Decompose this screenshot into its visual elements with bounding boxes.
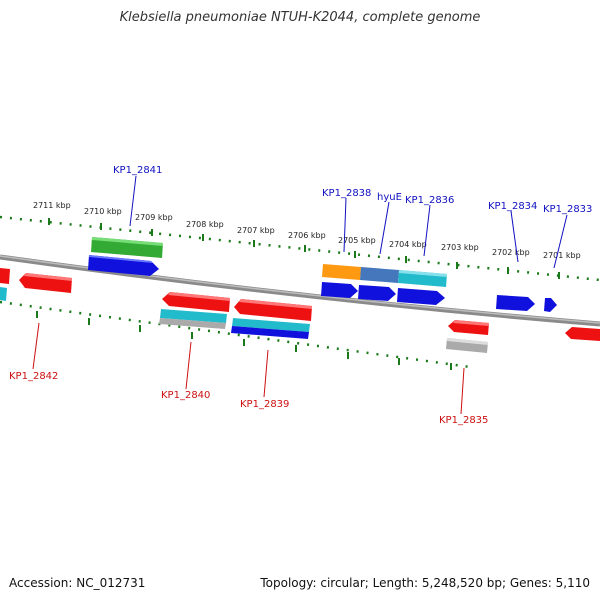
gene-feature[interactable] — [232, 318, 310, 332]
ruler-label: 2703 kbp — [441, 243, 479, 252]
gene-label-kp1-2838[interactable]: KP1_2838 — [322, 188, 371, 199]
gene-feature[interactable] — [159, 318, 226, 329]
gene-feature[interactable] — [160, 309, 227, 323]
gene-feature[interactable] — [321, 282, 358, 298]
ruler-label: 2706 kbp — [288, 231, 326, 240]
gene-feature[interactable] — [88, 255, 159, 276]
gene-label-kp1-2833[interactable]: KP1_2833 — [543, 204, 592, 215]
accession-text: Accession: NC_012731 — [9, 576, 146, 590]
gene-label-kp1-2839[interactable]: KP1_2839 — [240, 399, 289, 410]
gene-label-kp1-2842[interactable]: KP1_2842 — [9, 371, 58, 382]
gene-feature[interactable] — [0, 268, 10, 284]
gene-feature[interactable] — [162, 292, 230, 312]
gene-feature[interactable] — [397, 288, 445, 305]
top-leader-lines — [129, 175, 568, 269]
gene-label-kp1-2836[interactable]: KP1_2836 — [405, 195, 454, 206]
ruler-label: 2710 kbp — [84, 207, 122, 216]
gene-feature[interactable] — [358, 285, 396, 301]
topology-text: Topology: circular; Length: 5,248,520 bp… — [260, 576, 590, 590]
gene-label-kp1-2834[interactable]: KP1_2834 — [488, 201, 537, 212]
ruler-bottom-ticks — [36, 311, 452, 370]
gene-feature[interactable] — [544, 298, 557, 312]
bottom-leader-lines — [32, 322, 465, 415]
gene-feature[interactable] — [398, 270, 447, 287]
genome-title: Klebsiella pneumoniae NTUH-K2044, comple… — [119, 10, 481, 25]
gene-feature[interactable] — [0, 287, 7, 301]
gene-feature[interactable] — [565, 327, 600, 341]
ruler-bottom — [0, 300, 471, 369]
gene-label-kp1-2840[interactable]: KP1_2840 — [161, 390, 210, 401]
ruler-label: 2708 kbp — [186, 220, 224, 229]
gene-feature[interactable] — [496, 295, 535, 311]
gene-feature[interactable] — [360, 267, 399, 283]
gene-label-hyue[interactable]: hyuE — [377, 192, 402, 203]
ruler-label: 2704 kbp — [389, 240, 427, 249]
gene-feature[interactable] — [91, 237, 163, 258]
ruler-label: 2711 kbp — [33, 201, 71, 210]
ruler-label: 2701 kbp — [543, 251, 581, 260]
ruler-label: 2705 kbp — [338, 236, 376, 245]
ruler-label: 2707 kbp — [237, 226, 275, 235]
ruler-label: 2709 kbp — [135, 213, 173, 222]
gene-feature[interactable] — [322, 264, 361, 280]
ruler-label: 2702 kbp — [492, 248, 530, 257]
gene-feature[interactable] — [231, 326, 309, 339]
gene-feature[interactable] — [448, 320, 489, 335]
ruler-top-ticks — [48, 218, 560, 279]
gene-feature[interactable] — [234, 299, 312, 321]
gene-label-kp1-2841[interactable]: KP1_2841 — [113, 165, 162, 176]
genome-backbone — [0, 254, 600, 327]
gene-label-kp1-2835[interactable]: KP1_2835 — [439, 415, 488, 426]
gene-feature[interactable] — [446, 338, 488, 353]
gene-feature[interactable] — [19, 273, 72, 293]
